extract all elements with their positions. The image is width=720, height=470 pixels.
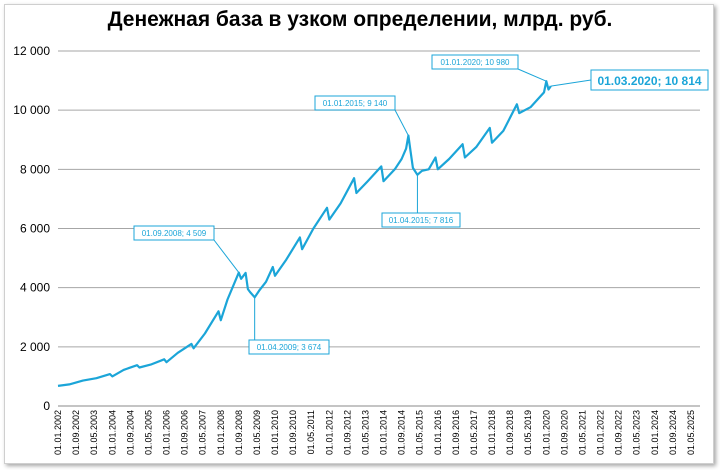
x-tick-label: 01.01.2020	[541, 410, 551, 455]
annotation-label: 01.01.2015; 9 140	[323, 99, 388, 108]
x-tick-label: 01.01.2010	[270, 410, 280, 455]
x-tick-label: 01.09.2010	[288, 410, 298, 455]
x-tick-label: 01.09.2020	[559, 410, 569, 455]
y-tick-labels: 0 2 000 4 000 6 000 8 000 10 000 12 000	[13, 44, 50, 413]
x-tick-label: 01.09.2004	[125, 410, 135, 455]
x-tick-label: 01.09.2024	[668, 410, 678, 455]
x-tick-label: 01.05.2021	[577, 410, 587, 455]
x-tick-label: 01.05.2013	[360, 410, 370, 455]
annotation-leader	[213, 239, 240, 273]
annotation-leader	[517, 68, 547, 82]
x-tick-label: 01.01.2014	[379, 410, 389, 455]
annotation-label: 01.04.2015; 7 816	[389, 216, 454, 225]
x-tick-label: 01.01.2008	[216, 410, 226, 455]
annotation-label: 01.04.2009; 3 674	[257, 343, 322, 352]
x-tick-label: 01.01.2004	[107, 410, 117, 455]
x-tick-label: 01.05.2011	[306, 410, 316, 454]
y-tick-label: 12 000	[13, 44, 50, 58]
annotation-leader	[550, 79, 592, 87]
y-tick-label: 6 000	[20, 222, 50, 236]
x-tick-label: 01.05.2009	[252, 410, 262, 455]
grid-lines	[58, 50, 700, 407]
x-tick-label: 01.09.2018	[505, 410, 515, 455]
x-tick-label: 01.05.2003	[89, 410, 99, 455]
x-tick-label: 01.05.2025	[686, 410, 696, 455]
annotation-leader	[394, 109, 409, 136]
x-tick-label: 01.09.2008	[234, 410, 244, 455]
series-line	[57, 80, 552, 387]
x-tick-label: 01.09.2022	[614, 410, 624, 455]
annotation-box	[381, 212, 461, 228]
annotation-box	[590, 69, 709, 91]
x-tick-label: 01.09.2006	[180, 410, 190, 455]
x-tick-label: 01.01.2024	[650, 410, 660, 455]
annotation-box	[314, 95, 396, 111]
x-tick-label: 01.09.2016	[451, 410, 461, 455]
x-tick-label: 01.05.2023	[632, 410, 642, 455]
x-tick-label: 01.01.2022	[596, 410, 606, 455]
x-tick-label: 01.01.2006	[162, 410, 172, 455]
chart-title: Денежная база в узком определении, млрд.…	[107, 8, 613, 31]
annotation-box	[133, 225, 215, 241]
annotation-box	[248, 339, 330, 355]
annotations: 01.01.2020; 10 980 01.03.2020; 10 814 01.0…	[133, 54, 709, 355]
x-tick-label: 01.01.2012	[324, 410, 334, 455]
x-tick-label: 01.09.2014	[397, 410, 407, 455]
x-tick-labels: 01.01.2002 01.09.2002 01.05.2003 01.01.2004…	[53, 410, 696, 455]
x-tick-label: 01.09.2002	[71, 410, 81, 455]
x-tick-label: 01.05.2019	[523, 410, 533, 455]
annotation-box	[431, 54, 519, 70]
annotation-label: 01.01.2020; 10 980	[441, 58, 511, 67]
annotation-label: 01.03.2020; 10 814	[597, 74, 701, 88]
x-tick-label: 01.01.2016	[433, 410, 443, 455]
y-tick-label: 0	[43, 399, 50, 413]
x-tick-label: 01.05.2007	[198, 410, 208, 455]
y-tick-label: 4 000	[20, 281, 50, 295]
annotation-label: 01.09.2008; 4 509	[142, 229, 207, 238]
y-tick-label: 10 000	[13, 103, 50, 117]
x-tick-label: 01.09.2012	[342, 410, 352, 455]
y-tick-label: 2 000	[20, 340, 50, 354]
x-tick-label: 01.05.2005	[143, 410, 153, 455]
y-tick-label: 8 000	[20, 162, 50, 176]
x-tick-label: 01.05.2017	[469, 410, 479, 455]
x-tick-label: 01.05.2015	[415, 410, 425, 455]
x-tick-label: 01.01.2018	[487, 410, 497, 455]
x-tick-label: 01.01.2002	[53, 410, 63, 455]
